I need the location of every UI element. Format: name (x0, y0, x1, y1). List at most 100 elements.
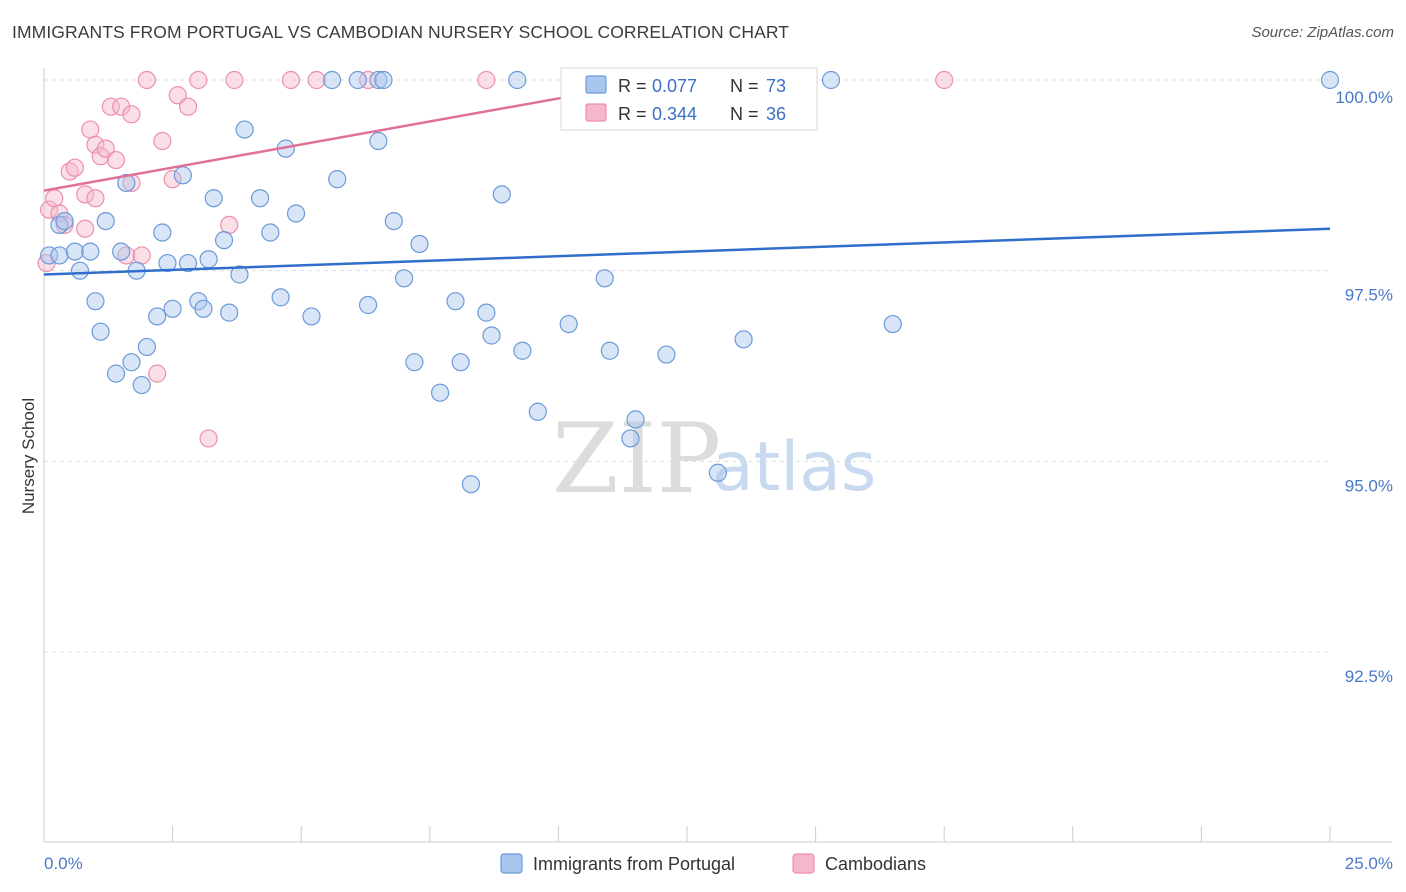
n-value-portugal: 73 (766, 76, 786, 96)
portugal-point-15 (132, 375, 151, 395)
cambodians-point-29 (220, 215, 239, 235)
portugal-point-40 (358, 295, 378, 315)
portugal-point-12 (117, 173, 136, 193)
portugal-points (40, 70, 1340, 494)
cambodians-point-33 (358, 70, 378, 90)
y-axis-label: Nursery School (19, 398, 38, 514)
cambodians-point-18 (122, 105, 141, 124)
n-value-cambodians: 36 (766, 104, 786, 124)
cambodians-point-6 (65, 158, 84, 177)
portugal-point-54 (492, 185, 511, 204)
portugal-point-53 (482, 326, 501, 345)
portugal-point-42 (369, 131, 388, 151)
r-value-portugal: 0.077 (652, 76, 697, 96)
portugal-point-69 (1320, 70, 1340, 90)
r-value-cambodians: 0.344 (652, 104, 697, 124)
cambodians-point-14 (101, 97, 120, 116)
portugal-point-22 (178, 253, 198, 273)
y-tick-label-0: 92.5% (1345, 667, 1393, 686)
portugal-point-46 (405, 353, 424, 372)
portugal-point-0 (40, 246, 59, 265)
portugal-point-3 (55, 211, 74, 231)
x-tick-label-0: 0.0% (44, 854, 83, 873)
cambodians-points (37, 70, 954, 448)
portugal-point-24 (194, 299, 213, 318)
cambodians-point-35 (935, 70, 954, 90)
cambodians-point-25 (168, 86, 187, 105)
portugal-point-62 (626, 410, 645, 429)
portugal-point-67 (821, 70, 841, 90)
portugal-point-43 (374, 70, 393, 90)
portugal-point-32 (261, 223, 280, 242)
portugal-point-39 (348, 70, 367, 90)
cambodians-trend-line (43, 78, 662, 192)
cambodians-point-34 (477, 70, 496, 90)
stats-legend: R = 0.077 N = 73 R = 0.344 N = 36 (560, 67, 818, 131)
n-label-cambodians: N = (730, 104, 759, 124)
portugal-point-64 (708, 463, 727, 482)
portugal-point-27 (214, 231, 234, 250)
stats-legend-swatch-pink (585, 103, 607, 122)
portugal-point-5 (70, 261, 90, 280)
cambodians-point-7 (76, 219, 95, 238)
cambodians-point-9 (81, 120, 100, 139)
portugal-point-41 (369, 70, 388, 90)
portugal-point-20 (163, 299, 182, 318)
cambodians-point-32 (307, 70, 326, 90)
portugal-point-4 (65, 242, 84, 261)
cambodians-point-11 (86, 135, 105, 154)
gridlines (44, 79, 1330, 653)
cambodians-point-30 (225, 70, 244, 90)
portugal-point-26 (204, 189, 223, 208)
cambodians-point-27 (189, 70, 208, 90)
portugal-point-9 (96, 211, 115, 231)
y-tick-label-1: 95.0% (1345, 476, 1393, 495)
cambodians-point-4 (55, 215, 74, 235)
cambodians-point-2 (45, 189, 64, 208)
portugal-point-17 (148, 307, 167, 326)
portugal-point-63 (657, 345, 676, 364)
x-tick-labels: 0.0% 25.0% (44, 854, 1393, 873)
cambodians-point-22 (148, 364, 167, 383)
cambodians-point-28 (199, 429, 218, 448)
watermark-zip: ZIP (552, 403, 721, 515)
chart-title: IMMIGRANTS FROM PORTUGAL VS CAMBODIAN NU… (12, 22, 790, 42)
cambodians-point-31 (281, 70, 301, 90)
portugal-point-45 (394, 269, 414, 288)
cambodians-point-24 (163, 170, 182, 189)
portugal-point-33 (271, 288, 290, 307)
legend-swatch-cambodians (792, 853, 815, 874)
portugal-point-44 (384, 211, 403, 231)
r-label-cambodians: R = (618, 104, 647, 124)
cambodians-point-16 (112, 97, 131, 116)
cambodians-point-20 (132, 246, 151, 265)
portugal-point-50 (451, 353, 470, 372)
cambodians-point-8 (76, 185, 95, 204)
portugal-point-47 (410, 234, 429, 254)
portugal-point-65 (734, 330, 753, 349)
portugal-point-8 (91, 322, 110, 341)
portugal-point-10 (106, 364, 126, 383)
portugal-point-56 (513, 341, 532, 360)
n-label-portugal: N = (730, 76, 759, 96)
stats-legend-swatch-blue (585, 75, 607, 94)
portugal-point-52 (477, 303, 496, 322)
cambodians-point-10 (86, 189, 105, 208)
portugal-point-60 (600, 341, 619, 360)
y-tick-label-2: 97.5% (1345, 286, 1393, 305)
portugal-point-31 (250, 189, 270, 208)
cambodians-point-15 (106, 150, 126, 170)
watermark: ZIP atlas (552, 403, 876, 515)
portugal-point-18 (153, 223, 172, 242)
portugal-point-57 (528, 402, 547, 421)
source-credit: Source: ZipAtlas.com (1251, 24, 1394, 41)
portugal-point-25 (199, 250, 218, 269)
portugal-point-55 (508, 70, 527, 90)
portugal-point-59 (595, 269, 614, 288)
trend-lines (43, 78, 1331, 276)
portugal-point-51 (461, 475, 481, 494)
r-label-portugal: R = (618, 76, 647, 96)
y-tick-labels: 92.5% 95.0% 97.5% 100.0% (1335, 88, 1393, 686)
cambodians-point-1 (40, 200, 59, 219)
